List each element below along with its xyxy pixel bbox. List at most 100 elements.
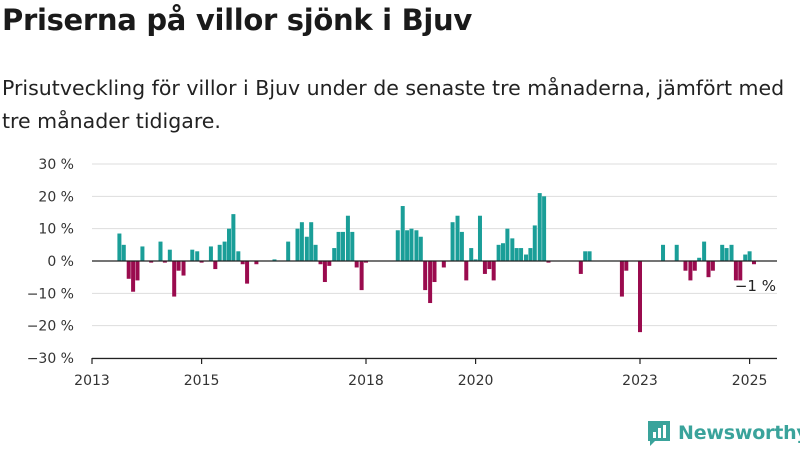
bar — [459, 231, 464, 261]
x-tick-label: 2013 — [74, 373, 110, 389]
bar — [304, 236, 309, 261]
bar — [683, 261, 688, 271]
bar — [482, 261, 487, 274]
bar — [532, 225, 537, 261]
bar — [491, 261, 496, 281]
bar — [340, 231, 345, 261]
bar — [542, 196, 547, 261]
bar — [692, 261, 697, 271]
annotations: −1 % — [735, 277, 776, 295]
bar — [240, 261, 245, 265]
bar — [733, 261, 738, 281]
bar — [501, 243, 505, 261]
bar — [309, 222, 314, 261]
brand-name: Newsworthy — [678, 422, 800, 444]
bar — [236, 251, 241, 261]
bar — [172, 261, 177, 297]
y-tick-label: 20 % — [38, 189, 74, 205]
bar — [423, 261, 428, 291]
bar — [299, 222, 304, 261]
bar — [336, 231, 341, 261]
bar — [578, 261, 583, 274]
bar — [688, 261, 693, 281]
y-tick-label: −30 % — [27, 351, 74, 367]
bar — [313, 244, 318, 261]
bar — [140, 246, 145, 261]
bar — [350, 231, 355, 261]
bar — [176, 261, 181, 271]
brand-logo: Newsworthy — [646, 418, 800, 448]
bar — [729, 244, 734, 261]
bar — [674, 244, 679, 261]
bar — [222, 241, 227, 261]
bar — [724, 248, 729, 261]
bar — [464, 261, 469, 281]
y-tick-label: −10 % — [27, 286, 74, 302]
bar — [149, 261, 154, 263]
bar — [231, 214, 236, 261]
bar — [537, 193, 542, 261]
bar — [121, 244, 126, 261]
bar — [395, 230, 400, 261]
y-tick-label: 30 % — [38, 157, 74, 173]
x-tick-label: 2020 — [458, 373, 494, 389]
bar — [332, 248, 337, 261]
bar — [245, 261, 250, 284]
y-tick-label: −20 % — [27, 319, 74, 335]
newsworthy-logo-icon — [648, 421, 670, 446]
bar — [624, 261, 629, 271]
bar — [473, 259, 478, 261]
y-tick-label: 10 % — [38, 222, 74, 238]
bar — [158, 241, 163, 261]
bar — [217, 244, 222, 261]
bar — [400, 206, 405, 261]
bar — [546, 261, 551, 263]
bar — [619, 261, 624, 297]
bar — [272, 259, 277, 261]
bar — [199, 261, 204, 263]
bar — [697, 257, 702, 261]
x-tick-label: 2025 — [732, 373, 768, 389]
bar — [190, 249, 195, 261]
bar — [528, 248, 533, 261]
bar — [227, 228, 231, 261]
bar — [738, 261, 743, 281]
bar — [405, 230, 410, 261]
bar — [720, 244, 725, 261]
bar — [327, 261, 332, 266]
bar — [505, 228, 510, 261]
bar — [510, 238, 515, 261]
page-title: Priserna på villor sjönk i Bjuv — [2, 3, 472, 37]
bar — [587, 251, 592, 261]
bar — [519, 248, 524, 261]
last-value-label: −1 % — [735, 277, 776, 295]
bar — [743, 254, 748, 261]
bar — [751, 261, 756, 265]
bar — [364, 261, 368, 263]
bar — [414, 230, 419, 261]
bar — [487, 261, 492, 270]
x-tick-label: 2015 — [184, 373, 220, 389]
bar — [117, 233, 122, 261]
bar — [706, 261, 711, 278]
bar — [208, 246, 213, 261]
bars — [117, 193, 756, 333]
bar — [254, 261, 259, 265]
bar — [359, 261, 364, 291]
bar — [295, 228, 300, 261]
bar — [135, 261, 140, 281]
x-tick-label: 2023 — [622, 373, 658, 389]
bar — [345, 215, 350, 261]
bar — [702, 241, 707, 261]
y-axis-labels: 30 % 20 % 10 % 0 % −10 % −20 % −30 % — [27, 157, 74, 367]
bar — [469, 248, 474, 261]
bar — [477, 215, 482, 261]
bar — [455, 215, 460, 261]
y-tick-label: 0 % — [47, 254, 74, 270]
bar — [418, 236, 423, 261]
bar — [432, 261, 437, 283]
bar — [638, 261, 642, 333]
bar — [583, 251, 588, 261]
bar — [409, 228, 414, 261]
bar — [286, 241, 291, 261]
